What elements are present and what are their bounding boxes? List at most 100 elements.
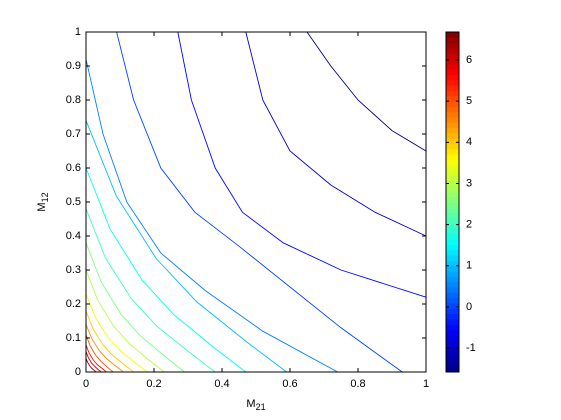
y-axis-label: M12 — [36, 192, 50, 211]
x-axis-label-sub: 21 — [256, 402, 266, 412]
colorbar-cell — [446, 95, 459, 102]
contour-line — [85, 310, 134, 373]
colorbar-cell — [446, 154, 459, 160]
y-tick-label: 0.7 — [66, 128, 81, 140]
contour-line — [85, 59, 338, 373]
colorbar-cell — [446, 212, 459, 219]
colorbar-cell — [446, 297, 459, 304]
colorbar-cell — [446, 74, 459, 81]
x-axis-label: M21 — [246, 398, 265, 412]
colorbar-cell — [446, 159, 459, 166]
contour-line — [85, 334, 114, 373]
colorbar-cell — [446, 366, 459, 373]
contour-line — [306, 31, 427, 152]
y-tick-label: 0.2 — [66, 298, 81, 310]
contour-line — [85, 242, 185, 373]
colorbar-cell — [446, 180, 459, 187]
colorbar-cell — [446, 244, 459, 251]
colorbar-cell — [446, 249, 459, 256]
colorbar-cell — [446, 164, 459, 171]
colorbar-cell — [446, 175, 459, 182]
x-tick-label: 1 — [423, 378, 429, 390]
colorbar-cell — [446, 318, 459, 325]
colorbar-cell — [446, 170, 459, 176]
plot-area — [86, 32, 426, 372]
colorbar-tick-label: 2 — [466, 219, 472, 231]
colorbar-cell — [446, 302, 459, 309]
colorbar-cell — [446, 334, 459, 341]
x-axis-label-main: M — [246, 398, 255, 410]
colorbar-cell — [446, 58, 459, 65]
colorbar-cell — [446, 308, 459, 315]
colorbar-cell — [446, 239, 459, 245]
colorbar-cell — [446, 340, 459, 346]
contour-line — [85, 351, 102, 373]
colorbar-cell — [446, 228, 459, 235]
colorbar-cell — [446, 271, 459, 277]
colorbar-tick-label: 0 — [466, 301, 472, 313]
colorbar-cell — [446, 191, 459, 198]
colorbar-cell — [446, 265, 459, 272]
colorbar-cell — [446, 138, 459, 145]
colorbar-cell — [446, 53, 459, 60]
colorbar-cell — [446, 350, 459, 357]
colorbar-cell — [446, 69, 459, 75]
y-tick-label: 0.4 — [66, 230, 81, 242]
colorbar-cell — [446, 117, 459, 123]
y-axis-label-main: M — [36, 202, 48, 211]
colorbar-cell — [446, 32, 459, 38]
contour-line — [85, 269, 165, 373]
colorbar-cell — [446, 345, 459, 352]
colorbar-cell — [446, 90, 459, 97]
colorbar-cell — [446, 127, 459, 134]
contour-line — [177, 31, 427, 298]
colorbar-cell — [446, 85, 459, 91]
y-tick-label: 0.5 — [66, 196, 81, 208]
y-tick-label: 0.8 — [66, 94, 81, 106]
colorbar-tick-label: 3 — [466, 177, 472, 189]
colorbar-cell — [446, 313, 459, 320]
colorbar-cell — [446, 260, 459, 267]
colorbar-cell — [446, 361, 459, 368]
contour-line — [85, 358, 97, 373]
colorbar-cell — [446, 42, 459, 49]
colorbar-cell — [446, 324, 459, 330]
colorbar-cell — [446, 101, 459, 107]
y-tick-label: 0.3 — [66, 264, 81, 276]
x-tick-label: 0 — [83, 378, 89, 390]
colorbar-cell — [446, 122, 459, 129]
x-tick-label: 0.6 — [282, 378, 297, 390]
colorbar-cell — [446, 329, 459, 336]
colorbar-cell — [446, 148, 459, 155]
colorbar-tick-label: 4 — [466, 136, 472, 148]
colorbar-cell — [446, 217, 459, 224]
colorbar-box — [445, 31, 460, 373]
contour-line — [116, 31, 403, 373]
colorbar-cell — [446, 106, 459, 113]
colorbar-cell — [446, 356, 459, 362]
colorbar-tick-label: -1 — [466, 342, 476, 354]
x-tick-label: 0.8 — [350, 378, 365, 390]
contour-line — [85, 167, 247, 373]
colorbar-cell — [446, 202, 459, 208]
x-tick-label: 0.4 — [214, 378, 229, 390]
colorbar-cell — [446, 276, 459, 283]
colorbar-cell — [446, 132, 459, 139]
colorbar-cell — [446, 207, 459, 214]
colorbar-cell — [446, 233, 459, 240]
colorbar-tick-label: 5 — [466, 95, 472, 107]
colorbar-cell — [446, 223, 459, 230]
colorbar-cell — [446, 111, 459, 118]
y-tick-label: 0.9 — [66, 60, 81, 72]
colorbar-cell — [446, 47, 459, 54]
colorbar-cell — [446, 281, 459, 288]
y-tick-label: 0.6 — [66, 162, 81, 174]
colorbar-cell — [446, 292, 459, 299]
y-tick-label: 1 — [75, 26, 81, 38]
colorbar-cell — [446, 287, 459, 293]
contour-line — [85, 120, 287, 373]
colorbar-cell — [446, 255, 459, 261]
y-tick-label: 0.1 — [66, 332, 81, 344]
colorbar-cell — [446, 63, 459, 70]
